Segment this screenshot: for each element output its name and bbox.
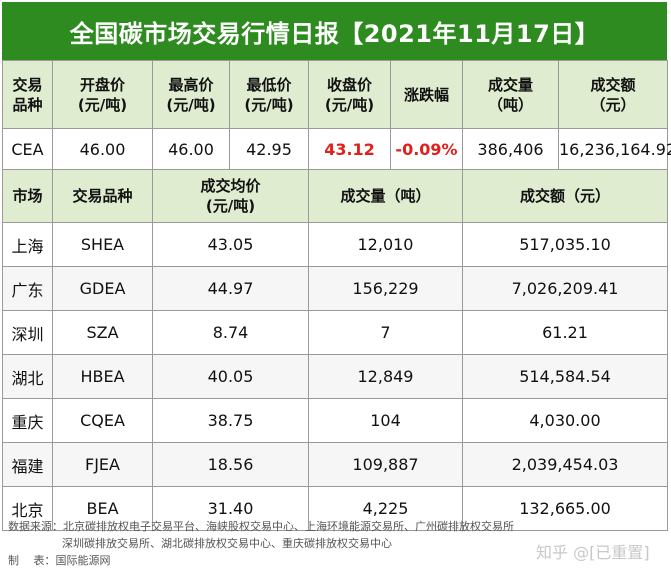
volume-cell: 109,887: [308, 442, 463, 487]
product-cell: GDEA: [52, 266, 153, 311]
avg-price-cell: 40.05: [152, 354, 309, 399]
cea-cell: 16,236,164.92: [558, 128, 671, 170]
market-cell: 深圳: [2, 310, 53, 355]
maker-line: 制 表：国际能源网: [8, 554, 111, 567]
product-cell: HBEA: [52, 354, 153, 399]
table-row: 深圳 SZA 8.74 7 61.21: [2, 310, 668, 355]
local-market-table: 市场 交易品种 成交均价 (元/吨) 成交量（吨） 成交额（元） 上海 SHEA …: [2, 169, 668, 531]
local-header-cell: 市场: [2, 169, 53, 223]
report-title: 全国碳市场交易行情日报【2021年11月17日】: [2, 2, 667, 60]
cea-cell: 46.00: [52, 128, 153, 170]
volume-cell: 156,229: [308, 266, 463, 311]
source-line-2: 深圳碳排放交易所、湖北碳排放权交易中心、重庆碳排放权交易中心: [62, 537, 392, 550]
cea-header-cell: 最低价 (元/吨): [229, 60, 309, 129]
cea-change-pct: -0.09%: [390, 128, 463, 170]
market-cell: 重庆: [2, 398, 53, 443]
local-header-cell: 成交量（吨）: [308, 169, 463, 223]
source-line-1: 数据来源：北京碳排放权电子交易平台、海峡股权交易中心、上海环境能源交易所、广州碳…: [8, 520, 514, 533]
turnover-cell: 2,039,454.03: [462, 442, 668, 487]
local-header-cell: 交易品种: [52, 169, 153, 223]
avg-price-cell: 18.56: [152, 442, 309, 487]
turnover-cell: 4,030.00: [462, 398, 668, 443]
product-cell: FJEA: [52, 442, 153, 487]
turnover-cell: 132,665.00: [462, 486, 668, 531]
cea-cell: 386,406: [462, 128, 559, 170]
cea-header-cell: 成交额 （元）: [558, 60, 668, 129]
avg-price-cell: 43.05: [152, 222, 309, 267]
market-cell: 湖北: [2, 354, 53, 399]
volume-cell: 7: [308, 310, 463, 355]
volume-cell: 4,225: [308, 486, 463, 531]
product-cell: SZA: [52, 310, 153, 355]
cea-cell: 42.95: [229, 128, 309, 170]
table-row: 福建 FJEA 18.56 109,887 2,039,454.03: [2, 442, 668, 487]
watermark: 知乎 @[已重置]: [536, 543, 650, 562]
cea-cell: CEA: [2, 128, 53, 170]
cea-header-cell: 开盘价 (元/吨): [52, 60, 153, 129]
local-header-row: 市场 交易品种 成交均价 (元/吨) 成交量（吨） 成交额（元）: [2, 169, 668, 223]
market-cell: 福建: [2, 442, 53, 487]
avg-price-cell: 44.97: [152, 266, 309, 311]
avg-price-cell: 8.74: [152, 310, 309, 355]
turnover-cell: 61.21: [462, 310, 668, 355]
product-cell: SHEA: [52, 222, 153, 267]
market-cell: 北京: [2, 486, 53, 531]
volume-cell: 12,849: [308, 354, 463, 399]
cea-header-cell: 成交量 （吨）: [462, 60, 559, 129]
table-row: 重庆 CQEA 38.75 104 4,030.00: [2, 398, 668, 443]
cea-close-price: 43.12: [308, 128, 391, 170]
product-cell: BEA: [52, 486, 153, 531]
market-cell: 广东: [2, 266, 53, 311]
cea-header-cell: 最高价 (元/吨): [152, 60, 230, 129]
table-row: 湖北 HBEA 40.05 12,849 514,584.54: [2, 354, 668, 399]
source-footer: 数据来源：北京碳排放权电子交易平台、海峡股权交易中心、上海环境能源交易所、广州碳…: [8, 518, 668, 569]
cea-data-row: CEA 46.00 46.00 42.95 43.12 -0.09% 386,4…: [2, 128, 671, 170]
local-header-cell: 成交均价 (元/吨): [152, 169, 309, 223]
cea-header-cell: 交易 品种: [2, 60, 53, 129]
cea-cell: 46.00: [152, 128, 230, 170]
volume-cell: 12,010: [308, 222, 463, 267]
volume-cell: 104: [308, 398, 463, 443]
avg-price-cell: 38.75: [152, 398, 309, 443]
cea-header-row: 交易 品种 开盘价 (元/吨) 最高价 (元/吨) 最低价 (元/吨) 收盘价 (元/吨)…: [2, 60, 668, 129]
cea-header-cell: 涨跌幅: [390, 60, 463, 129]
market-cell: 上海: [2, 222, 53, 267]
local-header-cell: 成交额（元）: [462, 169, 668, 223]
turnover-cell: 514,584.54: [462, 354, 668, 399]
table-row: 广东 GDEA 44.97 156,229 7,026,209.41: [2, 266, 668, 311]
table-row: 上海 SHEA 43.05 12,010 517,035.10: [2, 222, 668, 267]
turnover-cell: 517,035.10: [462, 222, 668, 267]
turnover-cell: 7,026,209.41: [462, 266, 668, 311]
cea-table: 交易 品种 开盘价 (元/吨) 最高价 (元/吨) 最低价 (元/吨) 收盘价 (元/吨)…: [2, 60, 671, 170]
product-cell: CQEA: [52, 398, 153, 443]
cea-header-cell: 收盘价 (元/吨): [308, 60, 391, 129]
table-row: 北京 BEA 31.40 4,225 132,665.00: [2, 486, 668, 531]
